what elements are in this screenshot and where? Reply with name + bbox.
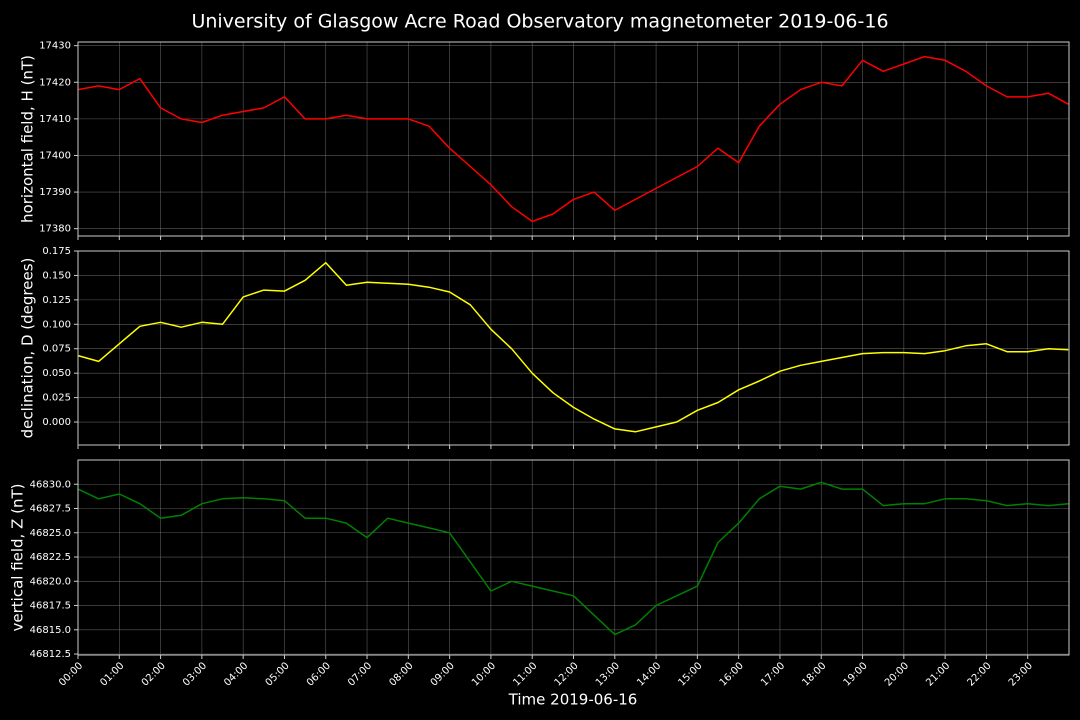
y-tick-label: 46825.0: [30, 528, 71, 539]
y-tick-label: 46827.5: [30, 504, 71, 515]
y-tick-label: 17430: [39, 41, 71, 52]
y-tick-label: 46812.5: [30, 649, 71, 660]
data-line: [77, 261, 1069, 433]
y-tick-label: 46815.0: [30, 625, 71, 636]
y-tick-label: 0.125: [42, 295, 71, 306]
data-line: [77, 481, 1069, 636]
y-tick-label: 0.025: [42, 393, 71, 404]
y-axis-label: vertical field, Z (nT): [9, 483, 27, 631]
plot-frame: [77, 250, 1070, 446]
y-tick-label: 0.100: [42, 319, 71, 330]
y-tick-label: 17410: [39, 114, 71, 125]
y-tick-label: 0.175: [42, 246, 71, 257]
y-tick-label: 46830.0: [30, 479, 71, 490]
plot-frame: [77, 41, 1070, 237]
y-tick-label: 17420: [39, 77, 71, 88]
y-axis-label: declination, D (degrees): [19, 258, 37, 439]
y-tick-label: 0.050: [42, 368, 71, 379]
y-tick-label: 46817.5: [30, 601, 71, 612]
chart-title: University of Glasgow Acre Road Observat…: [191, 11, 888, 33]
plot-frame: [77, 459, 1070, 656]
y-tick-label: 46822.5: [30, 552, 71, 563]
y-tick-label: 0.150: [42, 270, 71, 281]
y-tick-label: 0.000: [42, 417, 71, 428]
y-tick-label: 17400: [39, 150, 71, 161]
y-axis-label: horizontal field, H (nT): [19, 55, 37, 223]
y-tick-label: 0.075: [42, 344, 71, 355]
data-line: [77, 55, 1069, 223]
y-tick-label: 46820.0: [30, 576, 71, 587]
y-tick-label: 17390: [39, 187, 71, 198]
x-axis-label: Time 2019-06-16: [508, 691, 638, 709]
y-tick-label: 17380: [39, 224, 71, 235]
